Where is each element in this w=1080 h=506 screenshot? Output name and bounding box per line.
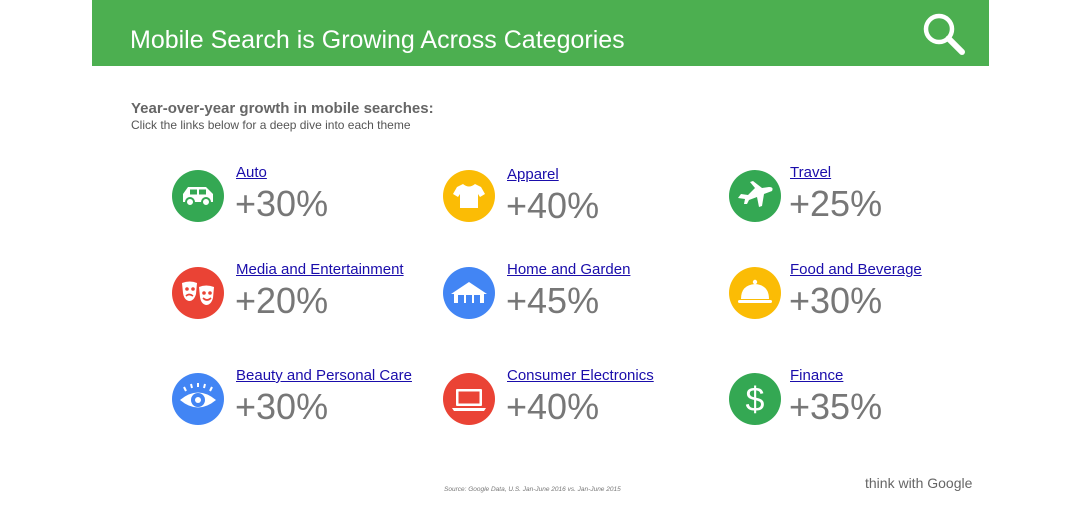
category-item-beauty: Beauty and Personal Care +30%	[172, 367, 442, 433]
link-finance[interactable]: Finance	[790, 367, 844, 384]
category-item-food: Food and Beverage +30%	[729, 261, 999, 327]
svg-text:$: $	[746, 381, 765, 419]
link-food-and-beverage[interactable]: Food and Beverage	[790, 261, 922, 278]
category-item-apparel: Apparel +40%	[443, 166, 713, 230]
growth-value-electronics: +40%	[506, 386, 600, 427]
growth-value-auto: +30%	[235, 183, 329, 224]
category-item-home: Home and Garden +45%	[443, 261, 713, 327]
link-consumer-electronics[interactable]: Consumer Electronics	[507, 367, 654, 384]
growth-value-food: +30%	[789, 280, 883, 321]
header-banner: Mobile Search is Growing Across Categori…	[92, 0, 989, 66]
growth-value-beauty: +30%	[235, 386, 329, 427]
think-with-google-logo: think with Google	[865, 475, 973, 491]
subtitle: Year-over-year growth in mobile searches…	[131, 100, 434, 117]
theater-masks-icon	[172, 267, 224, 319]
airplane-icon	[729, 170, 781, 222]
laptop-icon	[443, 373, 495, 425]
growth-value-finance: +35%	[789, 386, 883, 427]
link-travel[interactable]: Travel	[790, 164, 832, 181]
link-media-and-entertainment[interactable]: Media and Entertainment	[236, 261, 404, 278]
house-icon	[443, 267, 495, 319]
category-item-auto: Auto +30%	[172, 164, 442, 230]
source-note: Source: Google Data, U.S. Jan-June 2016 …	[444, 486, 621, 493]
tshirt-icon	[443, 170, 495, 222]
link-auto[interactable]: Auto	[236, 164, 267, 181]
link-home-and-garden[interactable]: Home and Garden	[507, 261, 631, 278]
search-icon[interactable]	[921, 11, 967, 57]
subtitle-note: Click the links below for a deep dive in…	[131, 118, 411, 132]
page-title: Mobile Search is Growing Across Categori…	[130, 26, 625, 54]
growth-value-travel: +25%	[789, 183, 883, 224]
cloche-icon	[729, 267, 781, 319]
growth-value-apparel: +40%	[506, 185, 600, 226]
car-icon	[172, 170, 224, 222]
category-item-finance: $ Finance +35%	[729, 367, 999, 433]
dollar-icon: $	[729, 373, 781, 425]
growth-value-home: +45%	[506, 280, 600, 321]
growth-value-media: +20%	[235, 280, 329, 321]
link-beauty-and-personal-care[interactable]: Beauty and Personal Care	[236, 367, 412, 384]
link-apparel[interactable]: Apparel	[507, 166, 559, 183]
category-item-media: Media and Entertainment +20%	[172, 261, 442, 327]
category-item-travel: Travel +25%	[729, 164, 999, 230]
category-item-electronics: Consumer Electronics +40%	[443, 367, 713, 433]
eye-icon	[172, 373, 224, 425]
